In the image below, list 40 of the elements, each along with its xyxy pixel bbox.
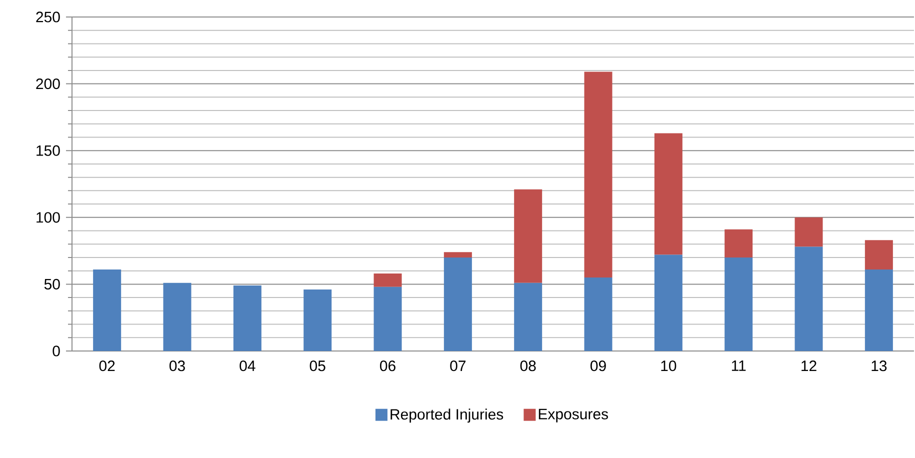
- bar: [514, 189, 542, 283]
- x-tick-label: 04: [240, 360, 256, 372]
- x-tick-label: 13: [872, 360, 887, 372]
- bar: [233, 286, 262, 351]
- y-tick-label: 50: [44, 278, 60, 290]
- x-tick-label: 02: [99, 360, 115, 372]
- legend-label: Reported Injuries: [390, 408, 504, 423]
- x-tick-label: 07: [450, 360, 466, 372]
- y-tick-label: 250: [36, 12, 60, 22]
- x-tick-label: 11: [732, 360, 746, 371]
- x-tick-label: 09: [590, 360, 606, 372]
- bar: [724, 257, 753, 351]
- bar: [514, 282, 542, 351]
- bar: [444, 252, 472, 258]
- bar: [304, 290, 332, 351]
- bar: [864, 240, 893, 270]
- y-tick-label: 150: [36, 145, 60, 156]
- x-tick-label: 06: [380, 360, 396, 372]
- bar: [584, 72, 612, 278]
- bar: [163, 282, 192, 351]
- bar: [654, 254, 682, 351]
- bar: [374, 286, 402, 351]
- bar: [794, 246, 823, 351]
- bar: [444, 257, 472, 351]
- x-tick-label: 10: [661, 360, 676, 372]
- bar: [864, 270, 893, 351]
- x-tick-label: 12: [802, 360, 816, 372]
- x-tick-label: 03: [169, 360, 185, 372]
- bar: [374, 274, 402, 287]
- y-tick-label: 0: [52, 346, 60, 356]
- legend-label: Exposures: [538, 408, 608, 422]
- x-tick-label: 05: [310, 360, 326, 372]
- y-tick-label: 100: [36, 212, 60, 223]
- bar: [794, 217, 823, 247]
- bar: [654, 133, 682, 255]
- bar: [724, 229, 753, 258]
- bar: [584, 278, 612, 351]
- y-tick-label: 200: [36, 78, 60, 90]
- bar: [93, 270, 122, 351]
- x-tick-label: 08: [520, 360, 536, 372]
